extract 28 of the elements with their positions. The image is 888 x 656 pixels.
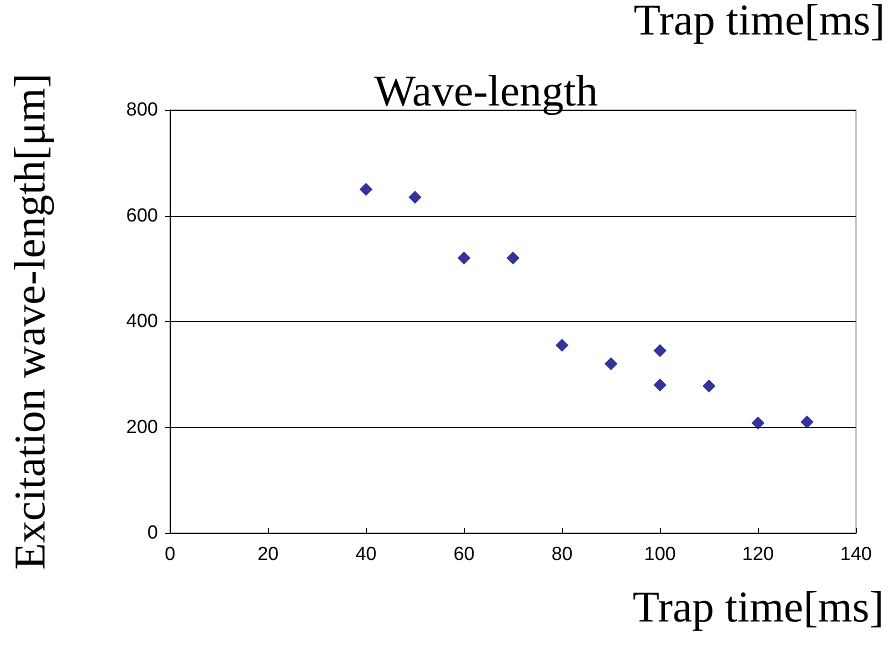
chart-title: Wave-length <box>374 66 598 116</box>
point <box>752 416 764 430</box>
x-axis-title: Trap time[ms] <box>632 582 884 632</box>
point <box>360 182 372 196</box>
point <box>654 344 666 358</box>
y-tick-label: 400 <box>126 311 158 332</box>
x-tick-label: 100 <box>644 544 676 565</box>
y-tick-label: 800 <box>126 100 158 120</box>
y-axis-title: Excitation wave-length[μm] <box>6 73 54 570</box>
x-tick-label: 40 <box>355 544 377 565</box>
x-tick-label: 0 <box>164 544 176 565</box>
point <box>408 190 422 204</box>
text: Trap time[ms] <box>634 0 886 44</box>
point <box>506 252 520 265</box>
x-tick-label: 60 <box>453 544 475 565</box>
point <box>702 380 716 393</box>
y-tick-label: 0 <box>147 522 158 544</box>
y-tick-label: 600 <box>126 205 158 226</box>
point <box>556 338 568 352</box>
point <box>458 252 470 265</box>
x-tick-label: 140 <box>840 544 872 565</box>
point <box>654 378 666 392</box>
point <box>800 415 814 428</box>
point <box>604 357 618 370</box>
x-tick-label: 80 <box>551 544 573 565</box>
x-tick-label: 20 <box>257 544 279 565</box>
x-tick-label: 120 <box>742 544 774 565</box>
y-tick-label: 200 <box>126 416 158 438</box>
